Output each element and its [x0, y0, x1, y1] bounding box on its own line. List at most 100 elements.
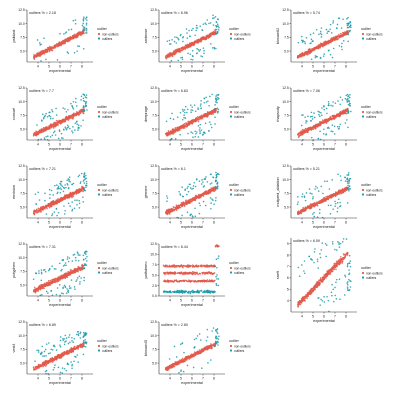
data-point	[67, 108, 69, 111]
data-point	[308, 204, 311, 207]
data-point	[190, 131, 192, 133]
legend-key	[361, 193, 365, 196]
data-point	[78, 207, 81, 209]
data-point	[55, 199, 58, 202]
data-point	[212, 17, 214, 20]
data-point	[171, 38, 173, 41]
data-point	[67, 116, 70, 119]
data-point	[340, 27, 343, 29]
data-point	[208, 35, 210, 38]
data-point	[326, 32, 328, 34]
data-point	[58, 199, 61, 202]
data-point	[171, 128, 174, 130]
data-point	[175, 51, 177, 53]
data-point	[43, 53, 46, 55]
data-point	[72, 108, 75, 110]
legend-key	[361, 110, 365, 114]
data-point	[206, 111, 209, 113]
data-point	[314, 188, 316, 190]
data-point	[82, 196, 84, 198]
data-point	[195, 178, 198, 181]
data-point	[206, 181, 209, 183]
data-point	[329, 195, 332, 197]
data-point	[199, 105, 202, 107]
data-point	[322, 122, 325, 124]
data-point	[310, 111, 313, 114]
data-point	[58, 130, 61, 133]
data-point	[82, 201, 85, 203]
data-point	[326, 112, 328, 115]
data-point	[213, 31, 216, 34]
data-point	[35, 203, 37, 205]
data-point	[80, 172, 83, 175]
data-point	[82, 119, 84, 121]
data-point	[210, 202, 212, 204]
data-point	[48, 114, 50, 117]
data-point	[43, 115, 46, 118]
x-tick-label: 6	[59, 65, 61, 69]
data-point	[334, 202, 337, 205]
data-point	[301, 195, 303, 198]
data-point	[166, 56, 168, 59]
data-point	[75, 36, 78, 39]
data-point	[308, 51, 310, 54]
data-point	[320, 36, 323, 38]
data-point	[39, 210, 41, 213]
data-point	[321, 121, 323, 123]
data-point	[44, 199, 46, 202]
data-point	[78, 199, 80, 202]
data-point	[194, 34, 196, 37]
data-point	[56, 184, 58, 186]
data-point	[192, 27, 194, 30]
data-point	[72, 182, 75, 185]
data-point	[215, 47, 217, 50]
data-point	[78, 45, 81, 47]
data-point	[170, 53, 172, 55]
data-point	[166, 134, 169, 136]
data-point	[340, 45, 343, 48]
data-point	[316, 55, 318, 58]
data-point	[218, 173, 220, 176]
data-point	[336, 23, 339, 26]
data-point	[179, 49, 181, 51]
data-point	[216, 101, 218, 104]
data-point	[36, 52, 39, 54]
legend-label: outliers	[102, 37, 113, 41]
data-point	[336, 201, 339, 204]
outliers-annotation: outliers % = 7.31	[29, 245, 56, 249]
data-point	[305, 122, 307, 124]
y-tick-label: 5.0	[152, 49, 157, 53]
data-point	[327, 196, 329, 198]
data-point	[347, 174, 350, 176]
data-point	[331, 124, 334, 126]
data-point	[178, 51, 180, 53]
data-point	[66, 51, 69, 53]
y-tick-label: 7.5	[20, 192, 25, 196]
data-point	[211, 112, 213, 115]
data-point	[54, 124, 57, 127]
data-point	[191, 215, 194, 217]
data-point	[182, 125, 185, 127]
data-point	[313, 203, 316, 206]
data-point	[187, 202, 189, 204]
data-point	[74, 199, 76, 202]
data-point	[181, 205, 184, 207]
data-point	[307, 131, 309, 133]
data-point	[196, 27, 199, 29]
data-point	[67, 202, 70, 205]
data-point	[301, 51, 304, 54]
data-point	[312, 126, 315, 128]
data-point	[74, 129, 76, 131]
legend-key	[97, 32, 101, 36]
data-point	[178, 125, 181, 128]
data-point	[199, 131, 201, 133]
data-point	[76, 50, 78, 52]
data-point	[312, 197, 314, 200]
data-point	[212, 176, 214, 178]
data-point	[77, 189, 80, 192]
data-point	[177, 38, 180, 41]
data-point	[309, 192, 312, 194]
data-point	[344, 32, 347, 34]
data-point	[53, 46, 55, 49]
data-point	[178, 206, 181, 209]
